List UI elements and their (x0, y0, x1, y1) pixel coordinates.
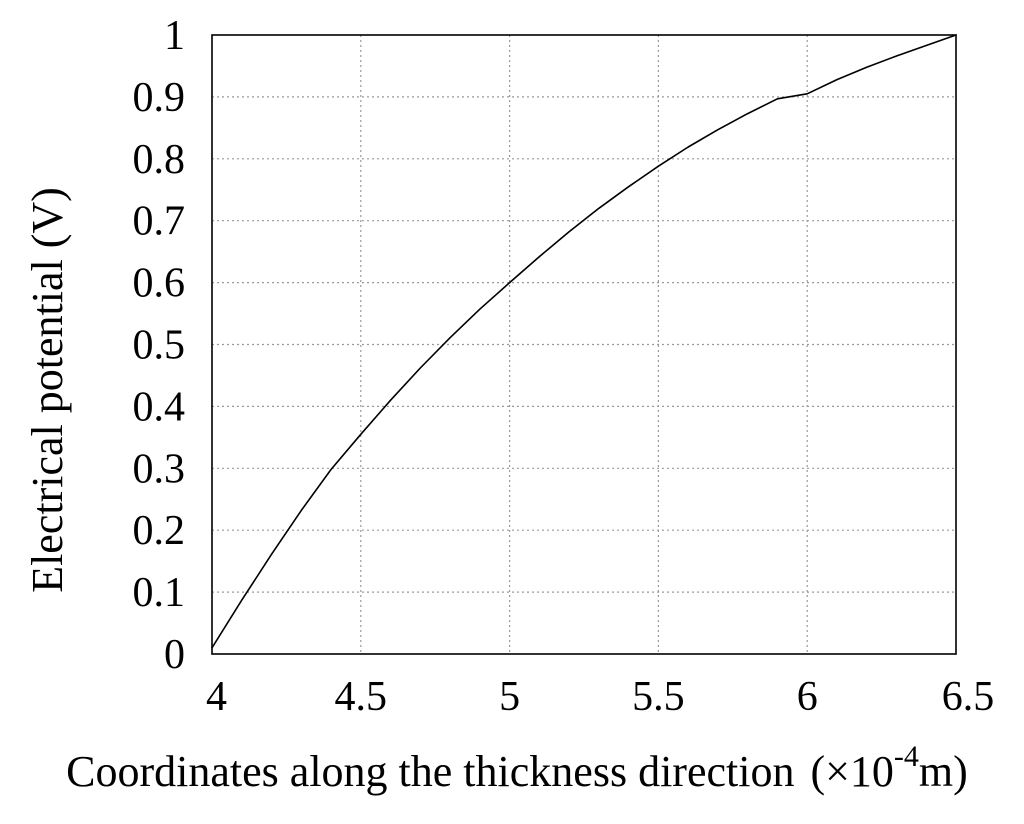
y-tick-label: 0.2 (133, 508, 186, 554)
plot-frame (211, 34, 957, 655)
y-axis-ticks: 0 0.1 0.2 0.3 0.4 0.5 0.6 0.7 0.8 0.9 1 (133, 13, 186, 678)
series-layer (211, 34, 957, 649)
y-tick-label: 0.8 (133, 137, 186, 183)
x-axis-title-text: Coordinates along the thickness directio… (66, 747, 794, 796)
x-tick-label: 4 (206, 674, 227, 720)
x-axis-unit-prefix: (×10 (810, 747, 893, 796)
y-tick-label: 0.1 (133, 570, 186, 616)
y-tick-label: 1 (164, 13, 185, 59)
series-line (211, 34, 957, 649)
y-tick-label: 0.4 (133, 384, 186, 430)
grid (212, 35, 956, 654)
x-tick-label: 6 (797, 674, 818, 720)
x-axis-title: Coordinates along the thickness directio… (66, 740, 968, 796)
y-axis-title: Electrical potential (V) (23, 187, 72, 593)
x-axis-unit-suffix: m) (919, 747, 968, 796)
y-tick-label: 0.9 (133, 75, 186, 121)
x-tick-label: 4.5 (335, 674, 388, 720)
x-axis-ticks: 4 4.5 5 5.5 6 6.5 (206, 674, 994, 720)
x-tick-label: 6.5 (942, 674, 995, 720)
y-tick-label: 0 (164, 632, 185, 678)
y-tick-label: 0.3 (133, 446, 186, 492)
y-tick-label: 0.6 (133, 261, 186, 307)
x-axis-unit-exponent: -4 (894, 740, 919, 773)
x-tick-label: 5 (499, 674, 520, 720)
x-tick-label: 5.5 (632, 674, 685, 720)
y-tick-label: 0.5 (133, 323, 186, 369)
y-tick-label: 0.7 (133, 199, 186, 245)
